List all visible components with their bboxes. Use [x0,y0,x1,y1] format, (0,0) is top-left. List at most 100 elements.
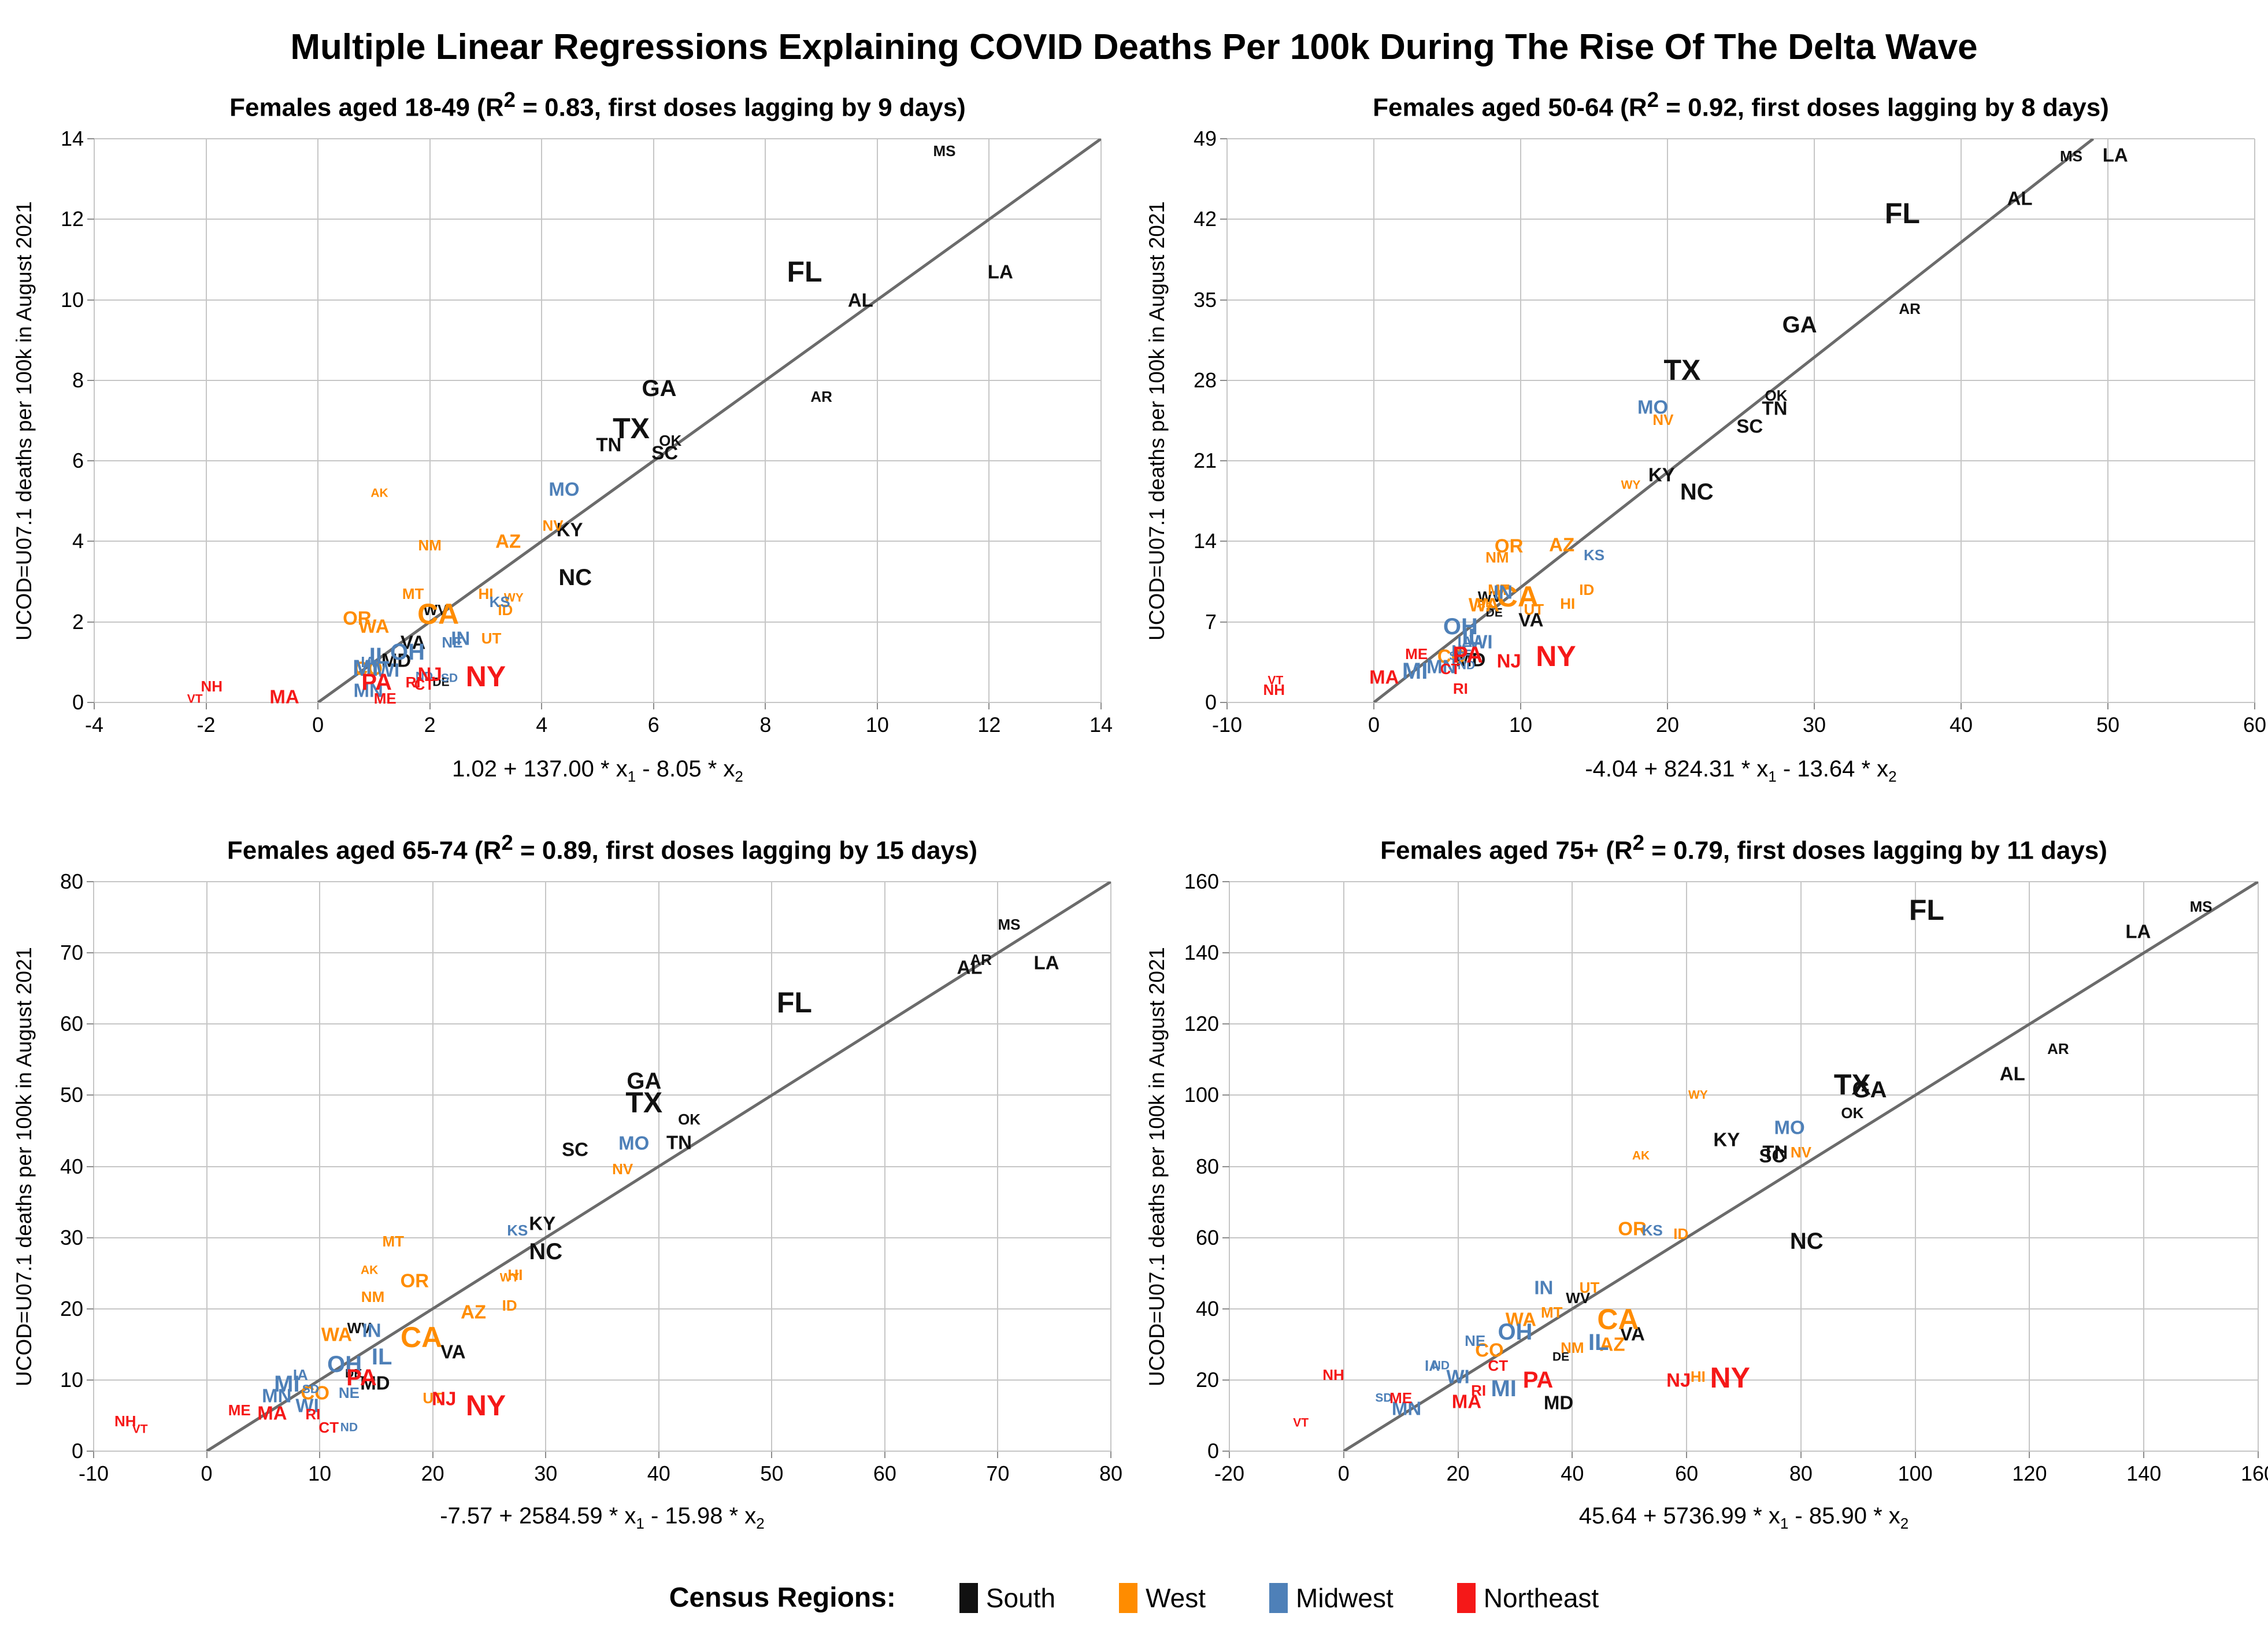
legend-swatch-south [959,1582,978,1613]
y-tick-label: 140 [1184,941,1219,965]
subscript-2: 2 [756,1515,765,1532]
x-tick-label: 12 [977,713,1001,737]
regression-formula: -7.57 + 2584.59 * x1 - 15.98 * x2 [440,1503,765,1532]
state-label-MA: MA [269,686,299,708]
y-tickmark [87,1308,94,1310]
y-gridline [94,952,1111,954]
x-tickmark [2258,1451,2259,1458]
x-tickmark [1457,1451,1459,1458]
state-label-TN: TN [666,1131,692,1153]
y-tick-label: 14 [1193,529,1217,553]
x-tickmark [1961,702,1962,709]
state-label-AR: AR [2047,1040,2069,1058]
x-tick-label: -20 [1214,1462,1245,1485]
x-tick-label: 4 [536,713,548,737]
state-label-GA: GA [627,1068,662,1094]
state-label-GA: GA [642,375,677,401]
state-label-IA: IA [1457,632,1473,650]
x-tickmark [2143,1451,2145,1458]
x-tickmark [653,702,654,709]
y-gridline [1229,1308,2258,1310]
state-label-DE: DE [1485,606,1503,620]
state-label-NE: NE [442,633,463,651]
y-tickmark [87,1094,94,1096]
state-label-VT: VT [132,1422,148,1436]
state-label-AK: AK [1632,1149,1650,1163]
state-label-WI: WI [295,1394,319,1416]
state-label-CO: CO [1437,645,1466,667]
state-label-NH: NH [1263,681,1285,699]
x-tickmark [429,702,431,709]
legend-item-west: West [1119,1582,1206,1614]
state-label-PA: PA [1522,1367,1554,1393]
y-tickmark [87,1379,94,1381]
legend-label: Midwest [1296,1582,1394,1613]
state-label-OH: OH [390,639,425,665]
state-label-TX: TX [1833,1068,1871,1101]
state-label-KS: KS [489,593,510,611]
subscript-1: 1 [636,1515,644,1532]
y-gridline [1227,702,2255,703]
x-tick-label: -10 [78,1462,109,1485]
legend-label: West [1146,1582,1206,1613]
x-tick-label: 50 [760,1462,784,1485]
state-label-OH: OH [1443,613,1478,639]
y-gridline [1229,1094,2258,1096]
x-gridline [988,139,990,702]
state-label-SC: SC [1736,415,1763,437]
y-tickmark [1222,1379,1229,1381]
state-label-DE: DE [432,675,450,689]
state-label-NY: NY [465,1389,506,1422]
state-label-ND: ND [415,669,433,683]
superscript-2: 2 [503,88,516,112]
x-gridline [317,139,319,702]
state-label-NM: NM [1485,549,1509,567]
state-label-NM: NM [418,537,442,554]
regression-line [317,139,1101,702]
state-label-SD: SD [302,1382,320,1396]
x-tickmark [658,1451,659,1458]
state-label-WI: WI [1469,631,1493,653]
plot-title: Females aged 65-74 (R2 = 0.89, first dos… [227,831,978,865]
legend-item-midwest: Midwest [1269,1582,1394,1614]
y-axis-label: UCOD=U07.1 deaths per 100k in August 202… [12,201,36,641]
y-tickmark [1222,1023,1229,1025]
x-gridline [94,139,95,702]
state-label-WY: WY [1621,478,1641,492]
state-label-VA: VA [1620,1323,1645,1345]
state-label-IN: IN [1494,581,1513,603]
y-tickmark [87,1237,94,1238]
state-label-ME: ME [228,1401,251,1419]
x-tickmark [205,702,207,709]
state-label-AL: AL [2007,187,2033,209]
state-label-RI: RI [405,674,421,691]
state-label-AZ: AZ [495,530,521,552]
state-label-NY: NY [1710,1361,1750,1394]
x-tick-label: 0 [1368,713,1380,737]
state-label-NH: NH [201,678,223,696]
y-gridline [94,460,1101,462]
state-label-WA: WA [358,615,390,637]
y-tickmark [87,702,94,703]
y-tickmark [1222,881,1229,882]
state-label-VT: VT [1293,1416,1309,1430]
state-label-VT: VT [1268,674,1284,687]
state-label-MN: MN [262,1385,292,1407]
y-tickmark [1220,379,1227,381]
y-gridline [94,138,1101,139]
state-label-GA: GA [1852,1077,1887,1103]
x-tick-label: 50 [2096,713,2120,737]
state-label-LA: LA [1033,952,1059,974]
x-tickmark [1373,702,1374,709]
state-label-WV: WV [1477,587,1502,605]
subscript-1: 1 [1768,768,1777,785]
y-tickmark [87,1023,94,1025]
state-label-OK: OK [659,432,682,450]
x-gridline [653,139,654,702]
x-gridline [1110,882,1111,1451]
state-label-SD: SD [440,671,458,685]
state-label-MO: MO [1637,396,1669,418]
state-label-UT: UT [1524,600,1544,618]
x-tickmark [94,702,95,709]
plot-title: Females aged 18-49 (R2 = 0.83, first dos… [229,88,966,122]
